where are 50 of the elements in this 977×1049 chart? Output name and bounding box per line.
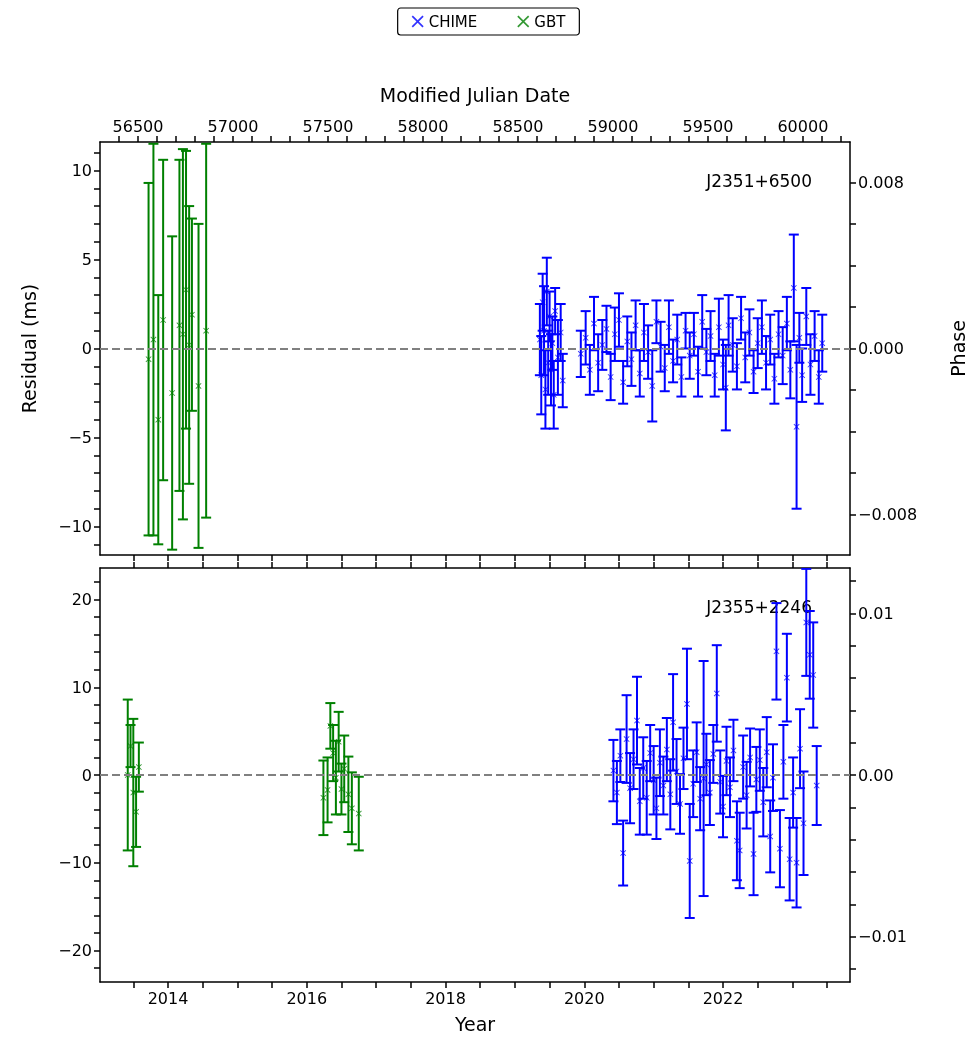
y-tick-label: 10 (71, 160, 92, 180)
y-tick-label: −20 (58, 940, 92, 960)
point (127, 743, 134, 750)
x2-tick-label: 57000 (207, 116, 259, 136)
x2-tick-label: 59500 (682, 116, 734, 136)
y2-tick-label: 0.000 (858, 339, 904, 358)
point (203, 327, 210, 334)
y-axis-title: Residual (ms) (17, 283, 40, 414)
y2-axis-title: Phase (946, 320, 969, 377)
point (341, 765, 348, 772)
point (183, 286, 190, 293)
point (327, 722, 334, 729)
x-tick-label: 2018 (425, 988, 466, 1008)
legend-label: CHIME (428, 12, 478, 31)
y-tick-label: 5 (81, 249, 92, 269)
y2-tick-label: 0.01 (858, 603, 894, 623)
y-tick-label: −5 (68, 428, 92, 448)
y-tick-label: 0 (81, 765, 92, 785)
y-tick-label: 10 (71, 677, 92, 697)
x2-tick-label: 57500 (302, 116, 354, 136)
y2-tick-label: 0.008 (858, 172, 904, 192)
x2-tick-label: 58500 (492, 116, 544, 136)
x-tick-label: 2020 (563, 988, 605, 1008)
x2-tick-label: 60000 (777, 116, 829, 136)
point (133, 808, 140, 815)
point (135, 764, 142, 771)
point (179, 331, 186, 338)
x2-tick-label: 58000 (397, 116, 449, 136)
y2-tick-label: −0.01 (858, 927, 908, 947)
y-tick-label: 20 (71, 590, 92, 610)
point (324, 786, 331, 793)
x2-tick-label: 56500 (112, 116, 164, 136)
point (155, 416, 162, 423)
point (348, 805, 355, 812)
x-tick-label: 2022 (702, 988, 744, 1008)
annotation: J2351+6500 (705, 170, 813, 191)
point (338, 786, 345, 793)
y-tick-label: −10 (58, 853, 92, 873)
point (160, 317, 167, 324)
x-tick-label: 2016 (286, 988, 328, 1008)
x2-tick-label: 59000 (587, 116, 639, 136)
y-tick-label: 0 (81, 339, 92, 358)
legend-label: GBT (534, 12, 567, 31)
point (169, 390, 176, 396)
y2-tick-label: −0.008 (858, 505, 918, 525)
y2-tick-label: 0.00 (858, 765, 894, 785)
x-tick-label: 2014 (147, 988, 189, 1008)
x2-axis-title: Modified Julian Date (379, 83, 571, 106)
x-axis-title: Year (453, 1012, 496, 1035)
y-tick-label: −10 (58, 517, 92, 537)
